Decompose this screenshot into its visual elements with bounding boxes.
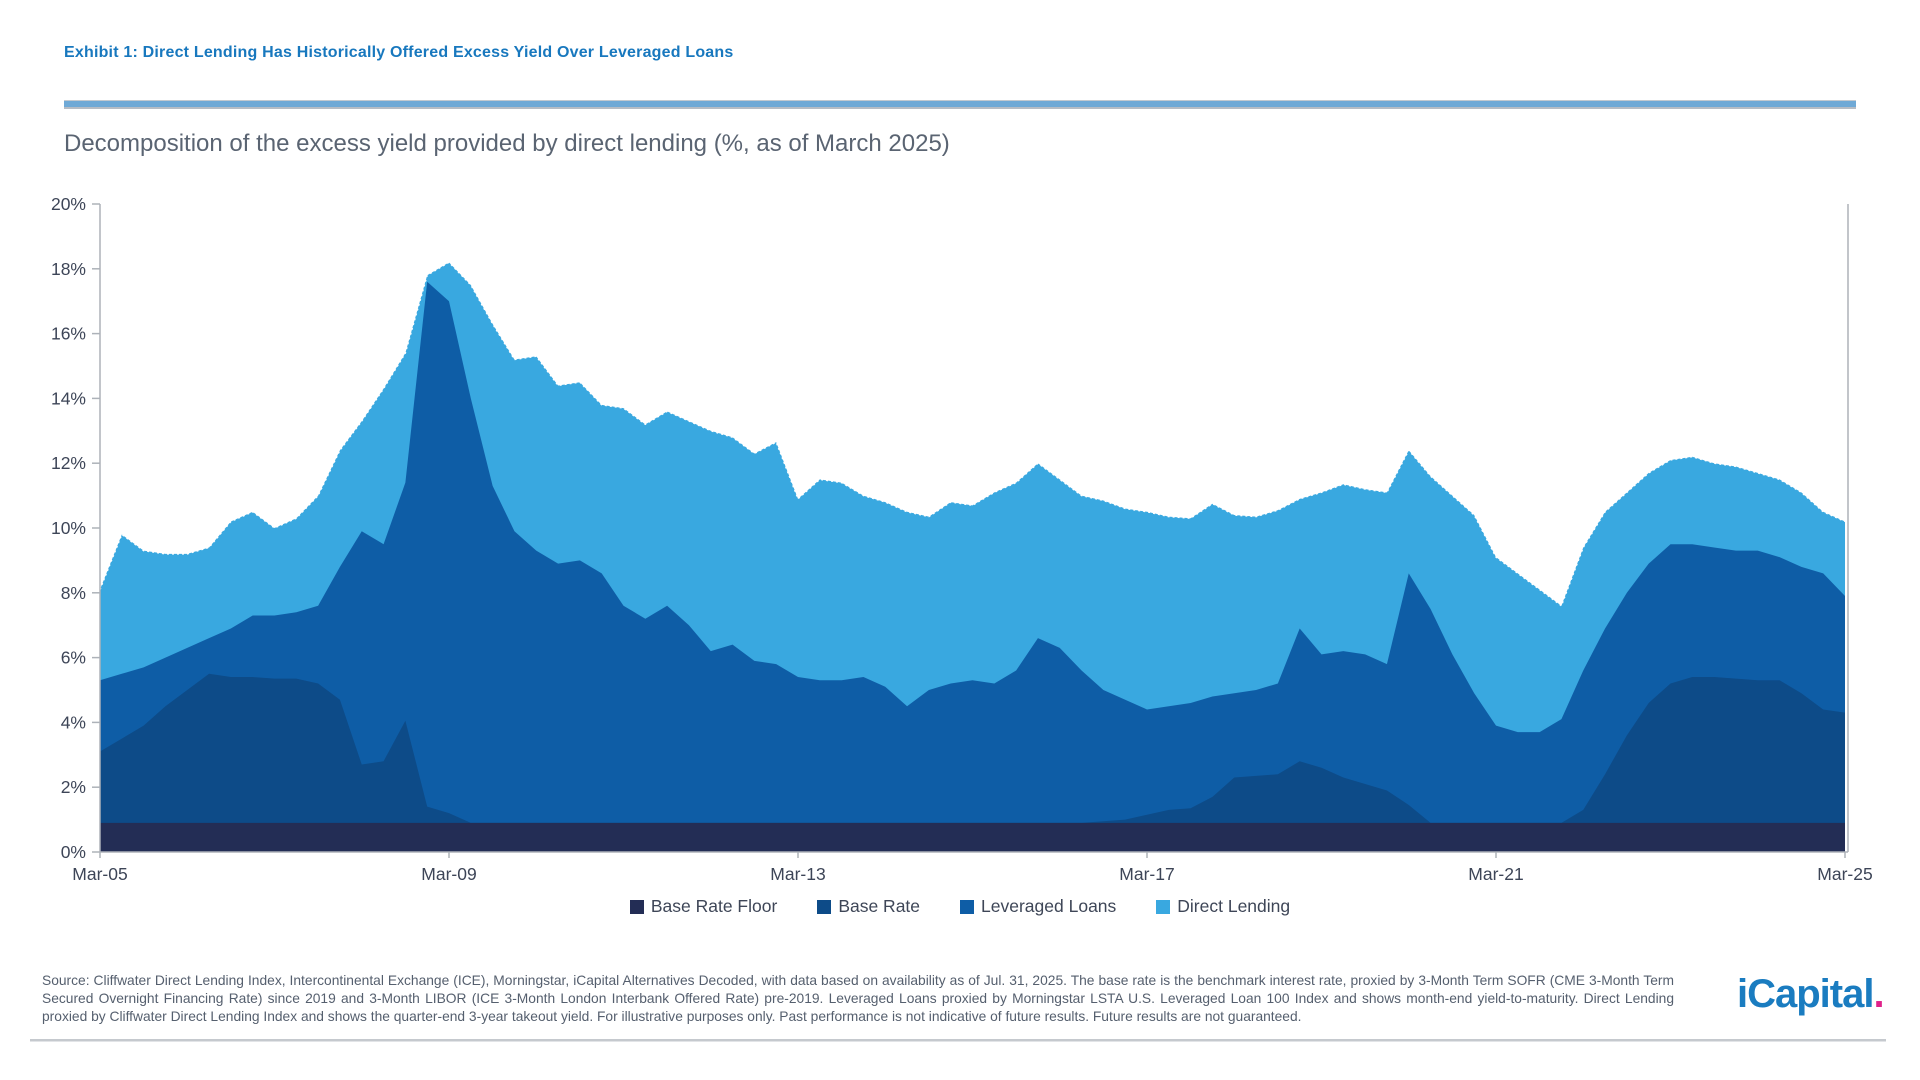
x-tick-label: Mar-05 bbox=[72, 864, 127, 884]
legend-item-direct-lending: Direct Lending bbox=[1156, 896, 1290, 917]
title-underline-rule bbox=[64, 100, 1856, 109]
legend-item-base-rate-floor: Base Rate Floor bbox=[629, 896, 778, 917]
y-tick-label: 14% bbox=[51, 388, 86, 408]
bottom-divider bbox=[30, 1039, 1886, 1042]
icapital-logo: iCapital. bbox=[1737, 972, 1885, 1017]
source-footnote: Source: Cliffwater Direct Lending Index,… bbox=[42, 973, 1674, 1024]
y-tick-label: 16% bbox=[51, 324, 86, 344]
legend-swatch-icon bbox=[960, 899, 975, 914]
y-tick-label: 0% bbox=[61, 842, 86, 862]
legend-swatch-icon bbox=[1156, 899, 1171, 914]
y-tick-label: 20% bbox=[51, 194, 86, 214]
y-tick-label: 2% bbox=[61, 777, 86, 797]
icapital-logo-dot: . bbox=[1873, 972, 1884, 1016]
x-tick-label: Mar-21 bbox=[1468, 864, 1523, 884]
area-leveraged-loans bbox=[100, 281, 1845, 852]
y-tick-label: 12% bbox=[51, 453, 86, 473]
x-tick-label: Mar-17 bbox=[1119, 864, 1174, 884]
legend-label: Leveraged Loans bbox=[981, 896, 1117, 916]
y-tick-label: 18% bbox=[51, 259, 86, 279]
legend-item-leveraged-loans: Leveraged Loans bbox=[960, 896, 1116, 917]
area-base-rate-floor bbox=[100, 822, 1845, 852]
icapital-logo-text: iCapital bbox=[1737, 972, 1874, 1016]
legend-swatch-icon bbox=[629, 899, 644, 914]
legend-label: Direct Lending bbox=[1177, 896, 1291, 916]
legend-label: Base Rate Floor bbox=[650, 896, 778, 916]
y-tick-label: 8% bbox=[61, 583, 86, 603]
y-tick-label: 4% bbox=[61, 712, 86, 732]
chart-legend: Base Rate Floor Base Rate Leveraged Loans D… bbox=[0, 896, 1920, 917]
y-tick-label: 10% bbox=[51, 518, 86, 538]
page-subtitle: Decomposition of the excess yield provid… bbox=[64, 130, 950, 157]
legend-label: Base Rate bbox=[838, 896, 921, 916]
page-title: Exhibit 1: Direct Lending Has Historical… bbox=[64, 44, 734, 61]
legend-swatch-icon bbox=[817, 899, 832, 914]
y-tick-label: 6% bbox=[61, 648, 86, 668]
x-tick-label: Mar-13 bbox=[770, 864, 825, 884]
area-base-rate bbox=[100, 673, 1845, 852]
x-tick-label: Mar-09 bbox=[421, 864, 476, 884]
x-tick-label: Mar-25 bbox=[1817, 864, 1872, 884]
legend-item-base-rate: Base Rate bbox=[817, 896, 920, 917]
